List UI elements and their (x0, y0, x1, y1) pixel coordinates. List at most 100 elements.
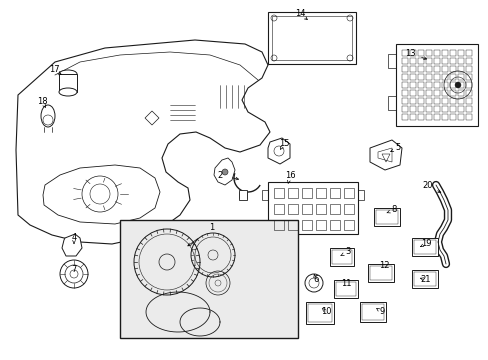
Bar (441, 90, 447, 96)
Text: 4: 4 (71, 234, 77, 243)
Bar (357, 190, 363, 200)
Bar (409, 114, 415, 120)
Text: 5: 5 (395, 144, 400, 153)
Bar (302, 204, 311, 214)
Bar (273, 188, 284, 198)
Bar (401, 66, 407, 72)
Bar (59, 74, 77, 92)
Bar (465, 82, 471, 88)
Bar (417, 66, 423, 72)
Text: 7: 7 (71, 266, 77, 274)
Bar (441, 50, 447, 56)
Bar (387, 96, 395, 110)
Bar (433, 74, 439, 80)
Bar (425, 114, 431, 120)
Bar (465, 66, 471, 72)
Bar (457, 74, 463, 80)
Bar (449, 58, 455, 64)
Bar (433, 98, 439, 104)
Bar (413, 272, 435, 286)
Circle shape (454, 82, 460, 88)
Text: 19: 19 (420, 239, 430, 248)
Bar (417, 74, 423, 80)
Bar (411, 270, 437, 288)
Bar (465, 114, 471, 120)
Bar (457, 58, 463, 64)
Bar (307, 304, 331, 322)
Text: 2: 2 (217, 171, 222, 180)
Bar (413, 240, 435, 254)
Bar (465, 74, 471, 80)
Bar (315, 204, 325, 214)
Text: 10: 10 (320, 307, 330, 316)
Bar (465, 50, 471, 56)
Bar (449, 50, 455, 56)
Bar (409, 82, 415, 88)
Text: 18: 18 (37, 98, 47, 107)
Bar (433, 58, 439, 64)
Bar (343, 204, 353, 214)
Bar (395, 44, 477, 126)
Bar (367, 264, 393, 282)
Bar (465, 106, 471, 112)
Ellipse shape (41, 105, 55, 127)
Bar (449, 98, 455, 104)
Ellipse shape (59, 88, 77, 96)
Bar (409, 90, 415, 96)
Bar (329, 248, 353, 266)
Bar (417, 50, 423, 56)
Bar (441, 98, 447, 104)
Bar (359, 302, 385, 322)
Bar (457, 50, 463, 56)
Bar (401, 90, 407, 96)
Bar (120, 220, 297, 338)
Bar (457, 82, 463, 88)
Bar (433, 82, 439, 88)
Circle shape (222, 169, 227, 175)
Bar (262, 190, 267, 200)
Bar (409, 98, 415, 104)
Bar (417, 114, 423, 120)
Bar (267, 182, 357, 234)
Bar (343, 220, 353, 230)
Bar (373, 208, 399, 226)
Bar (433, 90, 439, 96)
Bar (287, 220, 297, 230)
Bar (302, 188, 311, 198)
Bar (417, 82, 423, 88)
Bar (417, 106, 423, 112)
Bar (409, 106, 415, 112)
Bar (409, 66, 415, 72)
Bar (369, 266, 391, 280)
Bar (433, 50, 439, 56)
Bar (343, 188, 353, 198)
Bar (457, 106, 463, 112)
Bar (273, 204, 284, 214)
Text: 14: 14 (294, 9, 305, 18)
Bar (401, 114, 407, 120)
Bar (401, 74, 407, 80)
Bar (333, 280, 357, 298)
Bar (449, 74, 455, 80)
Polygon shape (62, 234, 82, 256)
Bar (457, 66, 463, 72)
Polygon shape (369, 140, 401, 170)
Bar (441, 74, 447, 80)
Ellipse shape (59, 70, 77, 78)
Bar (441, 114, 447, 120)
Bar (441, 58, 447, 64)
Bar (401, 82, 407, 88)
Text: 9: 9 (379, 307, 384, 316)
Bar (335, 282, 355, 296)
Text: 12: 12 (378, 261, 388, 270)
Bar (425, 50, 431, 56)
Bar (449, 114, 455, 120)
Bar (441, 106, 447, 112)
Bar (465, 58, 471, 64)
Bar (425, 106, 431, 112)
Bar (441, 66, 447, 72)
Bar (387, 54, 395, 68)
Bar (401, 106, 407, 112)
Bar (441, 82, 447, 88)
Bar (457, 90, 463, 96)
